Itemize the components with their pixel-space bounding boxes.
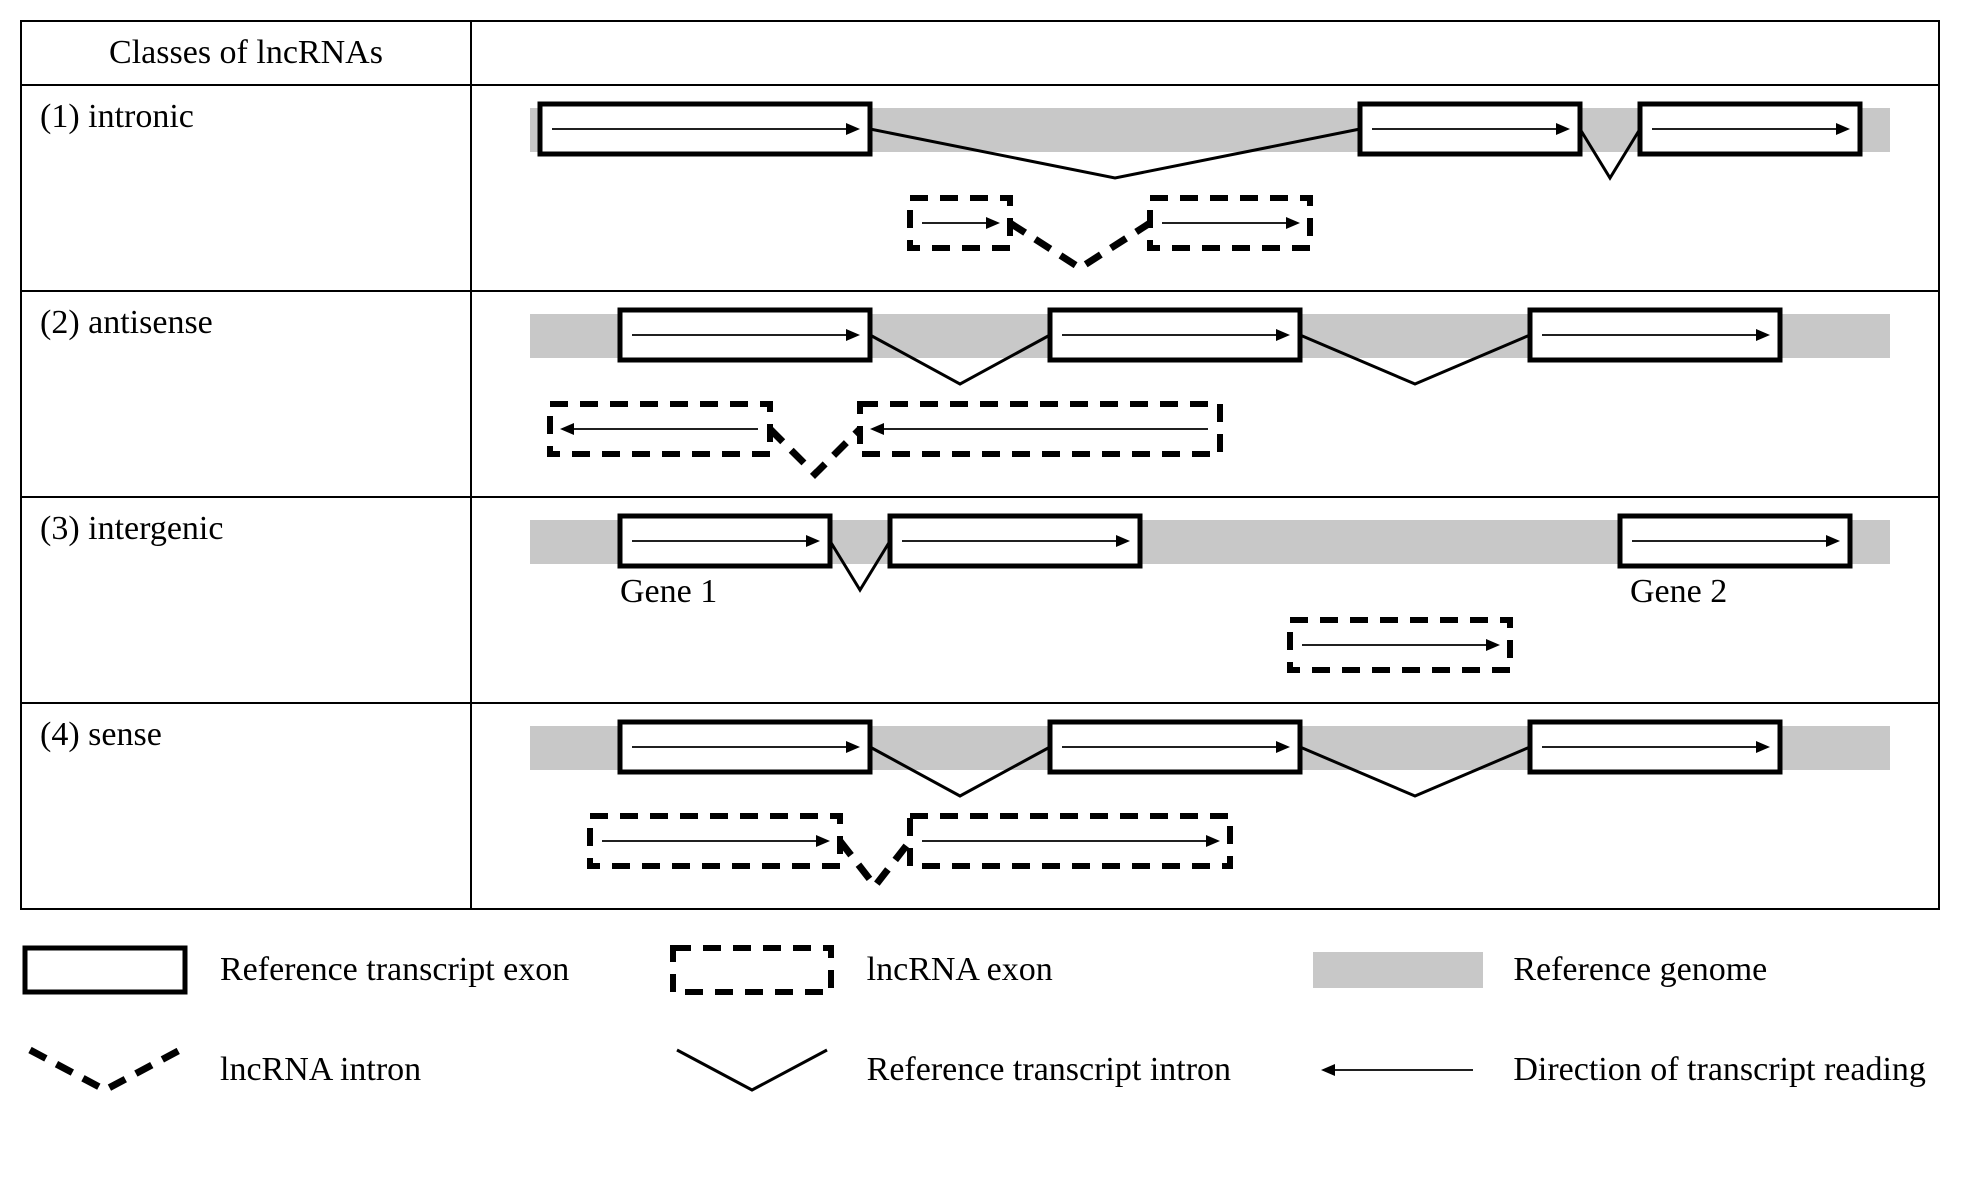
row-label-cell: (2) antisense	[21, 291, 471, 497]
svg-text:Gene 1: Gene 1	[620, 573, 717, 610]
diagram-intronic	[471, 85, 1939, 291]
row-sense: (4) sense	[21, 703, 1939, 909]
header-title: Classes of lncRNAs	[109, 34, 383, 71]
legend-label: Reference transcript intron	[867, 1051, 1231, 1089]
classes-table: Classes of lncRNAs (1) intronic (2) anti…	[20, 20, 1940, 910]
row-label-cell: (3) intergenic	[21, 497, 471, 703]
row-label-cell: (4) sense	[21, 703, 471, 909]
row-intronic: (1) intronic	[21, 85, 1939, 291]
row-label: (2) antisense	[40, 304, 213, 341]
legend-label: Reference transcript exon	[220, 951, 569, 989]
legend-ref-intron: Reference transcript intron	[667, 1040, 1294, 1100]
row-label-cell: (1) intronic	[21, 85, 471, 291]
legend-label: Direction of transcript reading	[1513, 1051, 1926, 1089]
diagram-sense	[471, 703, 1939, 909]
legend: Reference transcript exon lncRNA exon Re…	[20, 940, 1940, 1100]
diagram-intergenic: Gene 1 Gene 2	[471, 497, 1939, 703]
legend-ref-genome: Reference genome	[1313, 940, 1940, 1000]
header-empty	[471, 21, 1939, 85]
legend-ref-exon: Reference transcript exon	[20, 940, 647, 1000]
row-intergenic: (3) intergenic Gene 1 Gene 2	[21, 497, 1939, 703]
legend-label: Reference genome	[1513, 951, 1767, 989]
header-cell: Classes of lncRNAs	[21, 21, 471, 85]
row-label: (3) intergenic	[40, 510, 223, 547]
legend-label: lncRNA intron	[220, 1051, 421, 1089]
diagram-antisense	[471, 291, 1939, 497]
lncrna-classes-figure: Classes of lncRNAs (1) intronic (2) anti…	[20, 20, 1940, 1100]
row-label: (1) intronic	[40, 98, 194, 135]
svg-text:Gene 2: Gene 2	[1630, 573, 1727, 610]
legend-lnc-exon: lncRNA exon	[667, 940, 1294, 1000]
legend-direction: Direction of transcript reading	[1313, 1040, 1940, 1100]
row-antisense: (2) antisense	[21, 291, 1939, 497]
legend-lnc-intron: lncRNA intron	[20, 1040, 647, 1100]
legend-label: lncRNA exon	[867, 951, 1053, 989]
row-label: (4) sense	[40, 716, 162, 753]
